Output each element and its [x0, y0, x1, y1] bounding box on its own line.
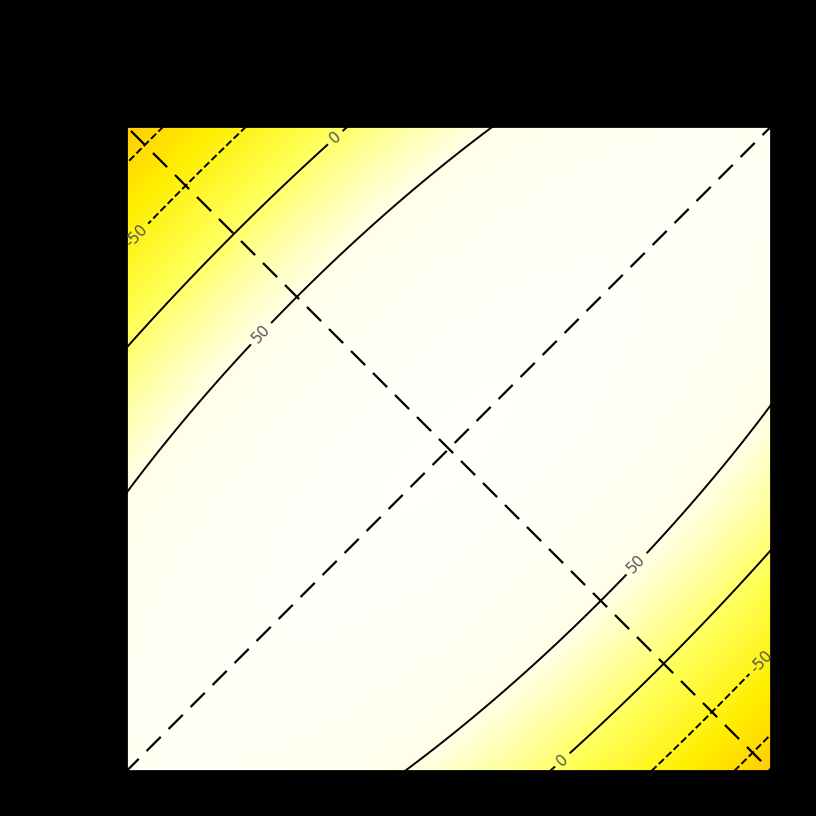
Text: 0: 0: [326, 129, 344, 146]
Text: 50: 50: [249, 322, 273, 346]
Text: 50: 50: [624, 552, 649, 576]
Text: -50: -50: [747, 647, 775, 676]
Text: -50: -50: [122, 222, 150, 251]
Text: 0: 0: [554, 752, 571, 769]
